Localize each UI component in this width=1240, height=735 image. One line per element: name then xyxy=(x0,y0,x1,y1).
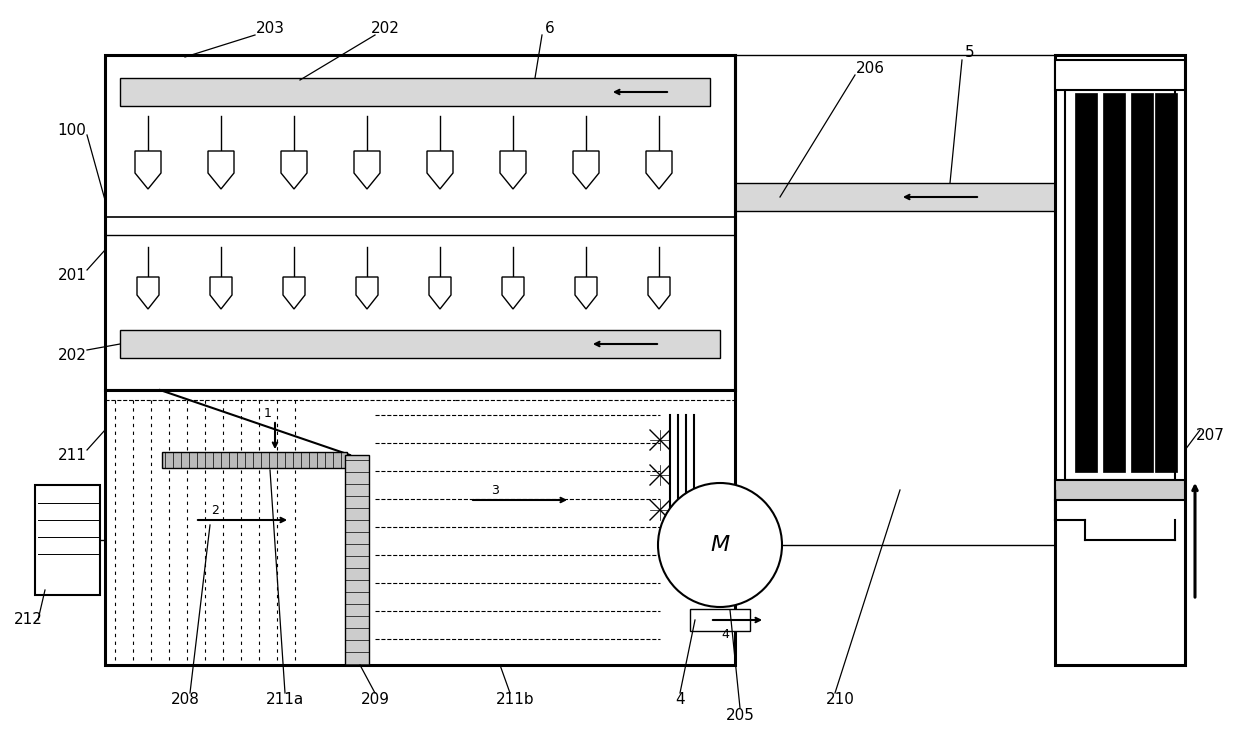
Bar xyxy=(120,330,720,358)
Polygon shape xyxy=(136,277,159,309)
Polygon shape xyxy=(208,151,234,189)
Text: 212: 212 xyxy=(14,612,42,628)
Text: 209: 209 xyxy=(361,692,389,708)
Bar xyxy=(1075,93,1097,472)
Bar xyxy=(120,78,711,106)
Bar xyxy=(345,455,370,665)
Text: 6: 6 xyxy=(546,21,554,35)
Text: 203: 203 xyxy=(255,21,284,35)
Polygon shape xyxy=(573,151,599,189)
Text: 211b: 211b xyxy=(496,692,534,708)
Polygon shape xyxy=(646,151,672,189)
Bar xyxy=(1154,93,1177,472)
Polygon shape xyxy=(210,277,232,309)
Bar xyxy=(1055,480,1185,500)
Text: 201: 201 xyxy=(57,268,87,282)
Text: 2: 2 xyxy=(211,503,219,517)
Text: 202: 202 xyxy=(371,21,399,35)
Bar xyxy=(689,609,750,631)
Text: 211: 211 xyxy=(57,448,87,462)
Text: 206: 206 xyxy=(856,60,884,76)
Polygon shape xyxy=(356,277,378,309)
Bar xyxy=(1065,85,1176,480)
Bar xyxy=(35,485,100,595)
Polygon shape xyxy=(135,151,161,189)
Text: 5: 5 xyxy=(965,45,975,60)
Text: 210: 210 xyxy=(826,692,854,708)
Polygon shape xyxy=(649,277,670,309)
Polygon shape xyxy=(575,277,596,309)
Polygon shape xyxy=(502,277,525,309)
Text: 202: 202 xyxy=(57,348,87,362)
Text: 205: 205 xyxy=(725,708,754,723)
Bar xyxy=(735,183,1055,211)
Bar xyxy=(1055,55,1185,665)
Text: 3: 3 xyxy=(491,484,498,497)
Text: 4: 4 xyxy=(722,628,729,642)
Bar xyxy=(105,55,735,390)
Text: 4: 4 xyxy=(676,692,684,708)
Text: 208: 208 xyxy=(171,692,200,708)
Polygon shape xyxy=(427,151,453,189)
Circle shape xyxy=(658,483,782,607)
Text: 207: 207 xyxy=(1195,428,1224,442)
Polygon shape xyxy=(281,151,308,189)
Polygon shape xyxy=(429,277,451,309)
Bar xyxy=(1131,93,1153,472)
Polygon shape xyxy=(500,151,526,189)
Text: M: M xyxy=(711,535,729,555)
Text: 100: 100 xyxy=(57,123,87,137)
Bar xyxy=(105,390,735,665)
Bar xyxy=(1055,60,1185,90)
Text: 1: 1 xyxy=(264,406,272,420)
Text: 211a: 211a xyxy=(265,692,304,708)
Bar xyxy=(1104,93,1125,472)
Bar xyxy=(162,452,347,468)
Polygon shape xyxy=(353,151,379,189)
Polygon shape xyxy=(283,277,305,309)
